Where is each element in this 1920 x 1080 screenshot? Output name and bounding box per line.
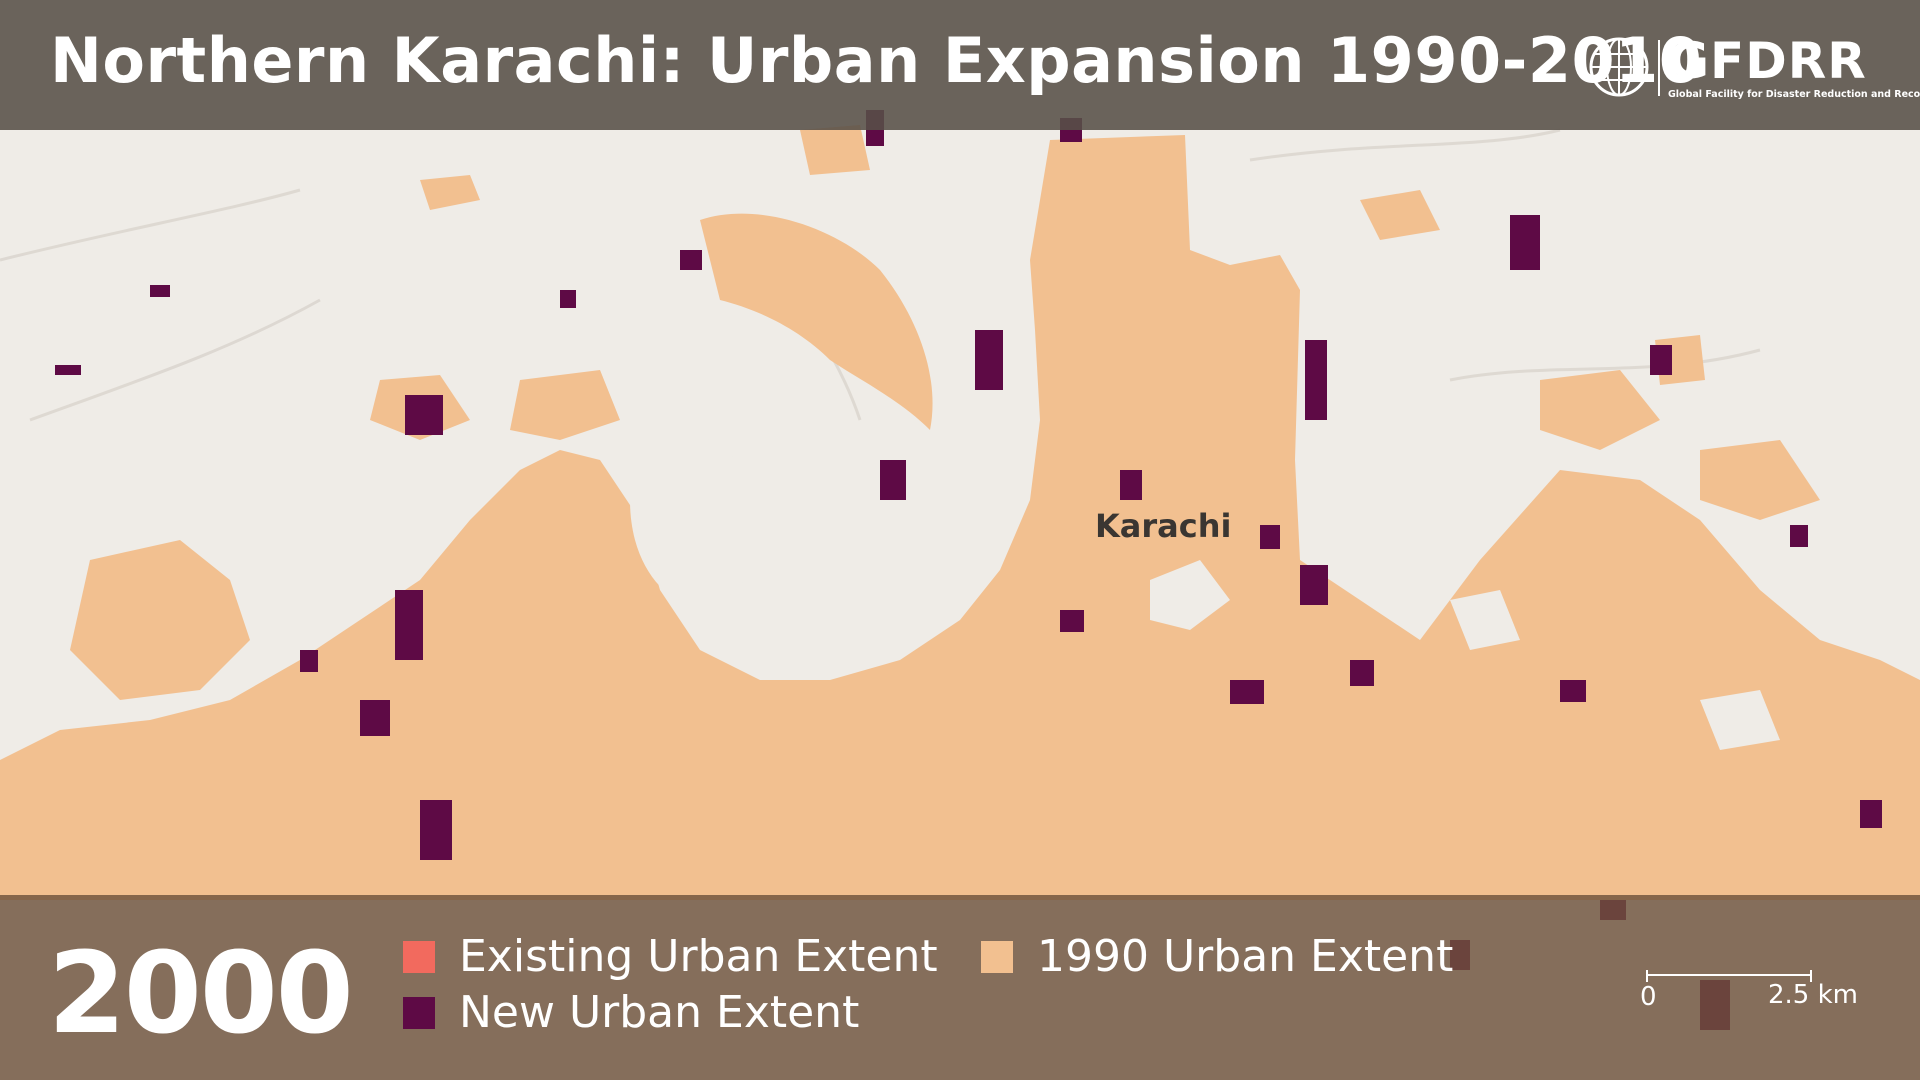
gfdrr-logo[interactable]: GFDRR Global Facility for Disaster Reduc…: [1588, 32, 1920, 106]
legend-label-new-urban: New Urban Extent: [459, 987, 860, 1038]
place-label-karachi: Karachi: [1095, 507, 1232, 545]
legend-item-1990-urban: 1990 Urban Extent: [981, 932, 1453, 982]
logo-name: GFDRR: [1668, 32, 1867, 90]
globe-icon: [1589, 37, 1649, 97]
logo-divider: [1658, 40, 1660, 96]
scale-end-label: 2.5 km: [1768, 980, 1858, 1010]
legend-swatch-new-urban: [403, 997, 435, 1029]
legend-swatch-existing-urban: [403, 941, 435, 973]
year-label: 2000: [48, 929, 354, 1059]
scale-bar: 0 2.5 km: [1640, 968, 1858, 1028]
scale-tick-start: [1646, 970, 1648, 982]
title-bar: Northern Karachi: Urban Expansion 1990-2…: [0, 0, 1920, 130]
legend-swatch-1990-urban: [981, 941, 1013, 973]
legend-bar: [0, 895, 1920, 1080]
urban-1990-extent: [0, 125, 1920, 900]
legend-item-new-urban: New Urban Extent: [403, 988, 859, 1038]
terrain-ridges: [0, 128, 1761, 422]
legend-label-1990-urban: 1990 Urban Extent: [1037, 931, 1454, 982]
legend-item-existing-urban: Existing Urban Extent: [403, 932, 938, 982]
map-title: Northern Karachi: Urban Expansion 1990-2…: [50, 24, 1703, 97]
inset-gaps: [630, 427, 1780, 750]
legend-label-existing-urban: Existing Urban Extent: [459, 931, 938, 982]
scale-tick-end: [1810, 970, 1812, 982]
scale-line: [1647, 974, 1811, 976]
logo-subtitle: Global Facility for Disaster Reduction a…: [1668, 89, 1920, 100]
scale-start-label: 0: [1640, 982, 1657, 1012]
